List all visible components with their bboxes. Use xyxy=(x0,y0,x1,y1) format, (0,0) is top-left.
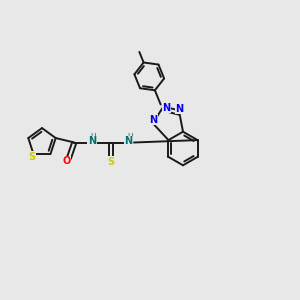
Text: N: N xyxy=(124,136,133,146)
Text: H: H xyxy=(90,133,96,142)
Text: H: H xyxy=(127,133,133,142)
Text: O: O xyxy=(62,156,70,166)
Text: N: N xyxy=(149,115,157,125)
Text: S: S xyxy=(107,157,115,167)
Text: N: N xyxy=(176,104,184,114)
Text: S: S xyxy=(28,152,36,161)
Text: N: N xyxy=(88,136,96,146)
Text: N: N xyxy=(162,103,170,113)
